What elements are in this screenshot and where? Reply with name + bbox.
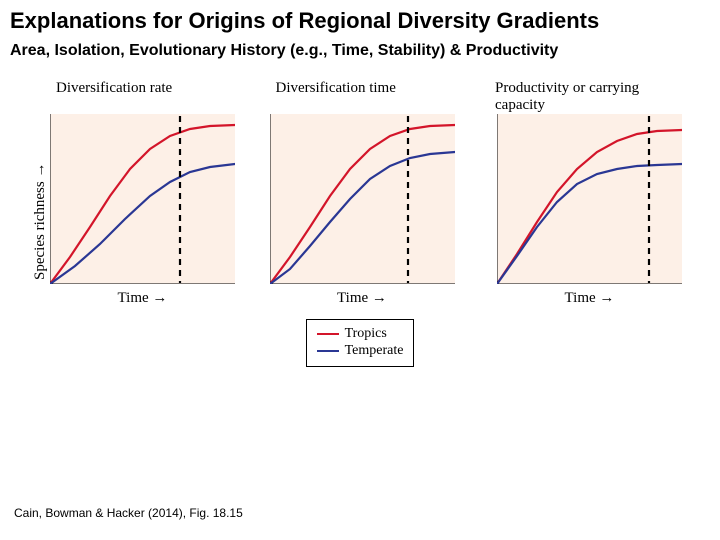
plot-background [497, 114, 682, 284]
panel-title: Diversification rate [56, 80, 172, 114]
y-axis-arrow-icon: → [32, 163, 48, 178]
chart-panel: Diversification time Time → [270, 80, 455, 307]
panel-title: Productivity or carrying capacity [495, 80, 690, 114]
x-axis-label: Time → [565, 290, 615, 307]
page-title: Explanations for Origins of Regional Div… [0, 0, 720, 38]
legend-swatch [317, 333, 339, 335]
x-axis-label: Time → [337, 290, 387, 307]
plot-area [270, 114, 455, 284]
chart-panel: Productivity or carrying capacity Time → [489, 80, 690, 307]
panel-title: Diversification time [276, 80, 396, 114]
page-subtitle: Area, Isolation, Evolutionary History (e… [0, 38, 720, 66]
y-axis-label-text: Species richness [32, 181, 48, 280]
legend-swatch [317, 350, 339, 352]
citation: Cain, Bowman & Hacker (2014), Fig. 18.15 [14, 506, 243, 520]
plot-area [497, 114, 682, 284]
plot-background [50, 114, 235, 284]
legend: TropicsTemperate [306, 319, 415, 367]
chart-panel: Diversification rate Time → [50, 80, 235, 307]
legend-label: Temperate [345, 343, 404, 360]
plot-area [50, 114, 235, 284]
panels-row: Diversification rateTime →Diversificatio… [0, 66, 720, 307]
y-axis-label: Species richness → [32, 163, 49, 280]
legend-item: Tropics [317, 326, 404, 343]
x-axis-label: Time → [118, 290, 168, 307]
legend-label: Tropics [345, 326, 387, 343]
legend-item: Temperate [317, 343, 404, 360]
